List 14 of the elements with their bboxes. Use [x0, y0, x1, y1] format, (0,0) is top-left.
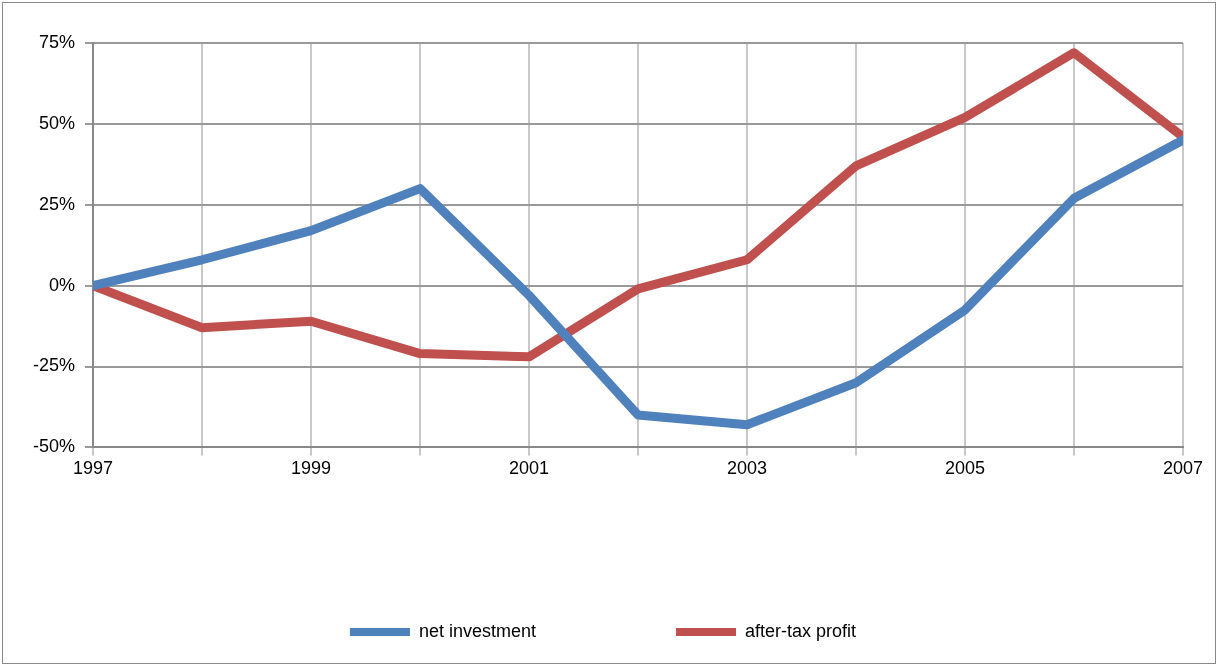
x-tick-label: 2007 — [1162, 458, 1204, 479]
y-tick-label: 25% — [38, 193, 76, 214]
x-tick-label: 2003 — [726, 458, 768, 479]
x-tick-label: 1997 — [73, 458, 114, 479]
x-tick-label: 2001 — [508, 458, 550, 479]
y-tick-label: 0% — [49, 274, 76, 295]
y-tick-label: -25% — [32, 355, 76, 376]
y-tick-label: -50% — [32, 436, 76, 457]
legend-label: net investment — [418, 620, 537, 641]
y-tick-label: 75% — [38, 31, 76, 52]
y-tick-label: 50% — [38, 112, 76, 133]
x-tick-label: 2005 — [944, 458, 986, 479]
legend-label: after-tax profit — [745, 620, 857, 641]
x-tick-label: 1999 — [290, 458, 332, 479]
